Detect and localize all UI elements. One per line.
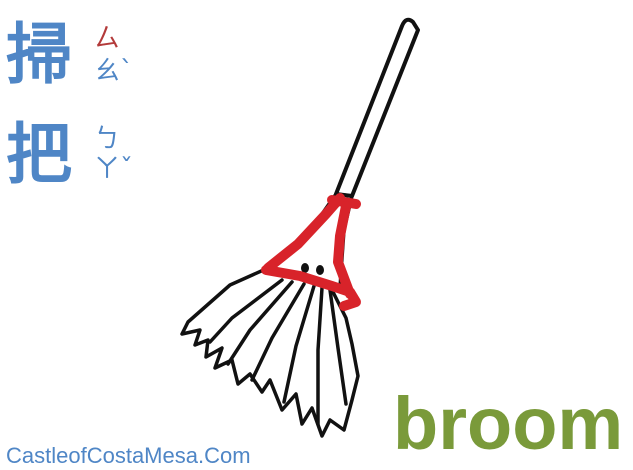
- broom-handle: [334, 17, 420, 198]
- zhuyin-final-ba: ㄚˇ: [94, 154, 134, 184]
- hanzi-character-sao: 掃: [6, 16, 72, 93]
- site-credit: CastleofCostaMesa.Com: [6, 443, 251, 468]
- broom-binding: [261, 193, 361, 311]
- zhuyin-final-sao: ㄠˋ: [94, 56, 134, 86]
- zhuyin-initial-ba: ㄅ: [94, 124, 121, 154]
- english-word: broom: [393, 382, 624, 465]
- broom-bristles: [180, 266, 360, 438]
- zhuyin-initial-sao: ㄙ: [94, 24, 121, 54]
- hanzi-character-ba: 把: [6, 116, 72, 193]
- broom-face: [301, 263, 324, 275]
